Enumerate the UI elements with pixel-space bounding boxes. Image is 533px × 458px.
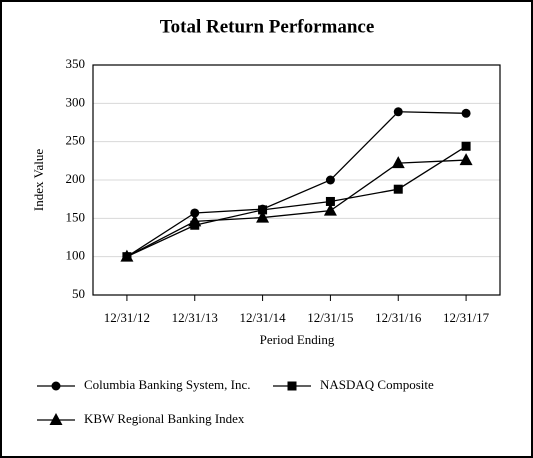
chart-title: Total Return Performance <box>160 16 375 37</box>
x-tick-label: 12/31/13 <box>172 310 218 325</box>
data-point <box>461 141 471 151</box>
data-point <box>325 175 335 185</box>
data-point <box>256 210 270 223</box>
legend-label: NASDAQ Composite <box>320 377 434 392</box>
legend-marker <box>49 413 63 425</box>
legend-label: KBW Regional Banking Index <box>84 411 245 426</box>
y-tick-label: 150 <box>66 209 86 224</box>
legend-marker <box>51 381 61 391</box>
y-tick-label: 200 <box>66 171 86 186</box>
data-point <box>323 203 337 216</box>
data-point <box>393 107 403 117</box>
series-line <box>126 145 467 258</box>
x-tick-label: 12/31/14 <box>239 310 286 325</box>
x-tick-label: 12/31/15 <box>307 310 353 325</box>
data-point <box>120 249 134 262</box>
x-tick-label: 12/31/16 <box>375 310 422 325</box>
legend-marker <box>287 381 297 391</box>
data-point <box>325 196 335 206</box>
data-point <box>393 184 403 194</box>
y-tick-label: 50 <box>72 286 85 301</box>
y-tick-label: 100 <box>66 248 86 263</box>
x-axis-label: Period Ending <box>260 332 335 347</box>
data-point <box>258 205 268 215</box>
y-tick-label: 300 <box>66 94 86 109</box>
data-point <box>190 208 200 218</box>
data-point <box>459 153 473 166</box>
data-point <box>391 156 405 169</box>
y-tick-label: 350 <box>66 56 86 71</box>
x-tick-label: 12/31/12 <box>104 310 150 325</box>
y-tick-label: 250 <box>66 133 86 148</box>
series-line <box>126 159 467 258</box>
x-tick-label: 12/31/17 <box>443 310 490 325</box>
series-line <box>126 111 467 258</box>
plot-frame <box>92 64 501 296</box>
legend-label: Columbia Banking System, Inc. <box>84 377 250 392</box>
data-point <box>461 108 471 118</box>
y-axis-label: Index Value <box>31 149 46 211</box>
data-point <box>188 214 202 227</box>
